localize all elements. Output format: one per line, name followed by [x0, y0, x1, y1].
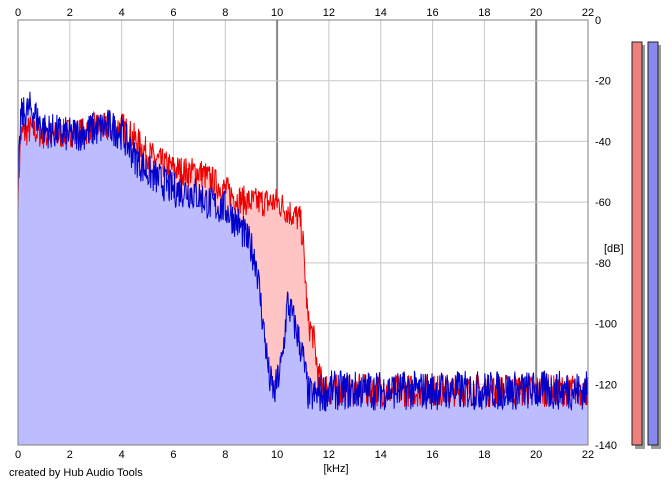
x-tick-label-bottom: 10	[271, 449, 283, 461]
credit-text: created by Hub Audio Tools	[9, 467, 143, 479]
y-axis-label: [dB]	[604, 243, 624, 255]
y-tick-label: -20	[595, 76, 611, 88]
x-tick-label-bottom: 0	[15, 449, 21, 461]
x-tick-label-top: 14	[375, 7, 387, 19]
x-tick-label-top: 22	[582, 7, 594, 19]
y-tick-label: -100	[595, 319, 617, 331]
plot-frame	[17, 19, 589, 446]
x-tick-label-bottom: 18	[478, 449, 490, 461]
tick-labels: 002244668810101212141416161818202022220-…	[15, 7, 617, 461]
series-blue-line	[17, 91, 589, 412]
x-tick-label-top: 20	[530, 7, 542, 19]
x-tick-label-bottom: 2	[67, 449, 73, 461]
x-tick-label-bottom: 22	[582, 449, 594, 461]
y-tick-label: -140	[595, 440, 617, 452]
y-tick-label: -40	[595, 136, 611, 148]
y-tick-label: -80	[595, 258, 611, 270]
level-bar-red	[631, 41, 643, 446]
x-tick-label-top: 2	[67, 7, 73, 19]
x-tick-label-top: 4	[119, 7, 125, 19]
x-tick-label-top: 0	[15, 7, 21, 19]
x-tick-label-top: 12	[323, 7, 335, 19]
y-tick-label: -60	[595, 197, 611, 209]
x-tick-label-top: 10	[271, 7, 283, 19]
y-tick-label: 0	[595, 15, 601, 27]
x-tick-label-top: 6	[170, 7, 176, 19]
x-axis-label: [kHz]	[323, 463, 348, 475]
y-tick-label: -120	[595, 379, 617, 391]
x-tick-label-top: 16	[426, 7, 438, 19]
series-blue-area	[18, 91, 588, 445]
level-bar-blue	[647, 41, 659, 446]
x-tick-label-bottom: 6	[170, 449, 176, 461]
level-meters	[631, 41, 661, 449]
series-layer	[17, 91, 589, 446]
x-tick-label-top: 8	[222, 7, 228, 19]
x-tick-label-top: 18	[478, 7, 490, 19]
x-tick-label-bottom: 12	[323, 449, 335, 461]
x-tick-label-bottom: 20	[530, 449, 542, 461]
x-tick-label-bottom: 4	[119, 449, 125, 461]
x-tick-label-bottom: 16	[426, 449, 438, 461]
x-tick-label-bottom: 14	[375, 449, 387, 461]
x-tick-label-bottom: 8	[222, 449, 228, 461]
